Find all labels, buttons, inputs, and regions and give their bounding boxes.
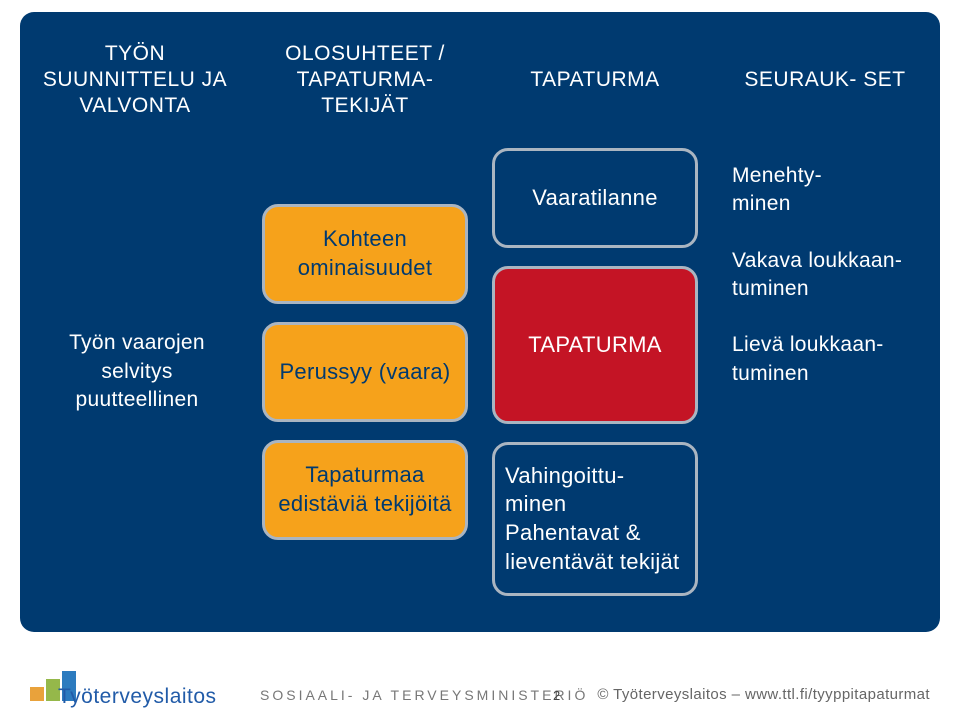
chip: TAPATURMA	[492, 266, 698, 424]
column-header: TYÖN SUUNNITTELU JA VALVONTA	[28, 30, 242, 130]
stage: TYÖN SUUNNITTELU JA VALVONTA Työn vaaroje…	[0, 0, 960, 727]
chip: Perussyy (vaara)	[262, 322, 468, 422]
credits: © Työterveyslaitos – www.ttl.fi/tyyppita…	[597, 686, 930, 703]
process-diagram: TYÖN SUUNNITTELU JA VALVONTA Työn vaaroje…	[20, 12, 940, 632]
column-col4: SEURAUK- SET Menehty-minen Vakava loukkaan…	[710, 12, 940, 632]
chip: Tapaturmaa edistäviä tekijöitä	[262, 440, 468, 540]
page-number: 2	[553, 688, 560, 703]
column-header: OLOSUHTEET / TAPATURMA- TEKIJÄT	[258, 30, 472, 130]
column-body: Vaaratilanne TAPATURMA Vahingoittu-minen P…	[488, 130, 702, 614]
chip: Vahingoittu-minen Pahentavat & lieventäv…	[492, 442, 698, 596]
consequence-text: Lievä loukkaan-tuminen	[722, 331, 928, 388]
logo-square	[30, 687, 44, 701]
chip: Vaaratilanne	[492, 148, 698, 248]
ministry-text: SOSIAALI- JA TERVEYSMINISTERIÖ	[260, 687, 588, 703]
consequence-text: Menehty-minen	[722, 162, 928, 219]
credits-copyright: © Työterveyslaitos	[597, 686, 727, 703]
consequence-text: Vakava loukkaan-tuminen	[722, 247, 928, 304]
chip: Kohteen ominaisuudet	[262, 204, 468, 304]
column-col1: TYÖN SUUNNITTELU JA VALVONTA Työn vaaroje…	[20, 12, 250, 632]
column-body: Menehty-minen Vakava loukkaan-tuminen Liev…	[718, 130, 932, 614]
column-header: SEURAUK- SET	[718, 30, 932, 130]
credits-url: www.ttl.fi/tyyppitapaturmat	[745, 686, 930, 703]
credits-sep: –	[732, 686, 745, 703]
column-body: Työn vaarojen selvitys puutteellinen	[28, 130, 242, 614]
footer: Työterveyslaitos SOSIAALI- JA TERVEYSMIN…	[0, 652, 960, 727]
column-header: TAPATURMA	[488, 30, 702, 130]
column-col3: TAPATURMA Vaaratilanne TAPATURMA Vahingoitt…	[480, 12, 710, 632]
column-body: Kohteen ominaisuudet Perussyy (vaara) Tapa…	[258, 130, 472, 614]
body-text: Työn vaarojen selvitys puutteellinen	[32, 329, 238, 414]
column-col2: OLOSUHTEET / TAPATURMA- TEKIJÄTKohteen o…	[250, 12, 480, 632]
logo-text: Työterveyslaitos	[58, 685, 217, 709]
